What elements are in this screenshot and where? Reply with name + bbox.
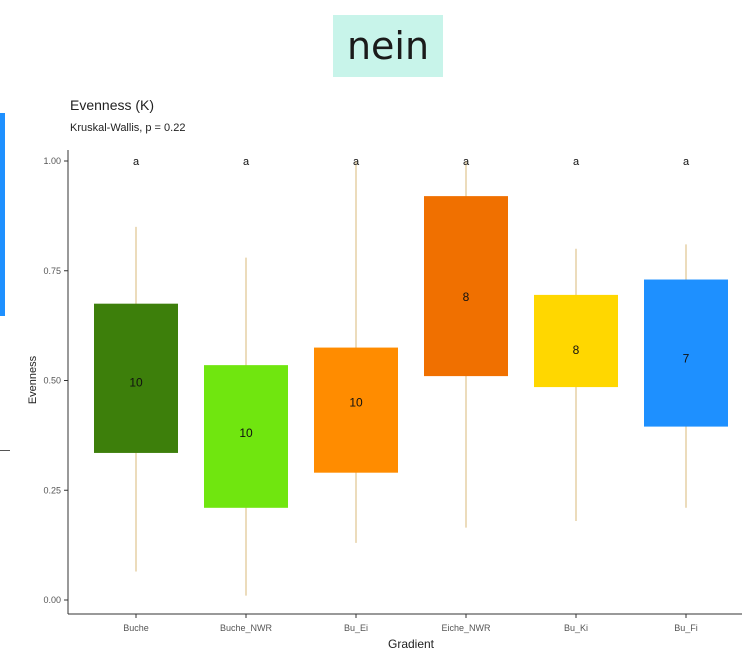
banner-text: nein bbox=[346, 24, 430, 68]
sample-size-label: 10 bbox=[349, 395, 363, 409]
y-tick-label: 0.00 bbox=[43, 595, 61, 605]
y-tick-label: 1.00 bbox=[43, 156, 61, 166]
x-tick-label: Buche_NWR bbox=[220, 623, 273, 633]
x-tick-label: Buche bbox=[123, 623, 149, 633]
box bbox=[534, 294, 618, 388]
sample-size-label: 10 bbox=[239, 426, 253, 440]
box bbox=[314, 347, 398, 473]
x-tick-label: Eiche_NWR bbox=[441, 623, 491, 633]
y-tick-label: 0.75 bbox=[43, 266, 61, 276]
box bbox=[644, 279, 728, 427]
left-edge-bar bbox=[0, 113, 5, 316]
box bbox=[94, 303, 178, 453]
significance-letter: a bbox=[133, 156, 140, 168]
y-axis-label: Evenness bbox=[27, 355, 39, 404]
significance-letter: a bbox=[353, 156, 360, 168]
significance-letter: a bbox=[463, 156, 470, 168]
significance-letter: a bbox=[243, 156, 250, 168]
box bbox=[204, 365, 288, 508]
chart-title: Evenness (K) bbox=[70, 97, 154, 113]
title-banner: nein bbox=[333, 15, 443, 77]
sample-size-label: 8 bbox=[463, 290, 470, 304]
significance-letter: a bbox=[683, 156, 690, 168]
sample-size-label: 8 bbox=[573, 343, 580, 357]
x-tick-label: Bu_Ki bbox=[564, 623, 588, 633]
sample-size-label: 10 bbox=[129, 376, 143, 390]
box bbox=[424, 196, 508, 377]
x-axis-label: Gradient bbox=[388, 637, 435, 651]
chart-subtitle: Kruskal-Wallis, p = 0.22 bbox=[70, 122, 185, 134]
left-edge-tick bbox=[0, 450, 10, 451]
x-tick-label: Bu_Fi bbox=[674, 623, 698, 633]
y-tick-label: 0.50 bbox=[43, 376, 61, 386]
y-tick-label: 0.25 bbox=[43, 485, 61, 495]
x-tick-label: Bu_Ei bbox=[344, 623, 368, 633]
sample-size-label: 7 bbox=[683, 352, 690, 366]
significance-letter: a bbox=[573, 156, 580, 168]
